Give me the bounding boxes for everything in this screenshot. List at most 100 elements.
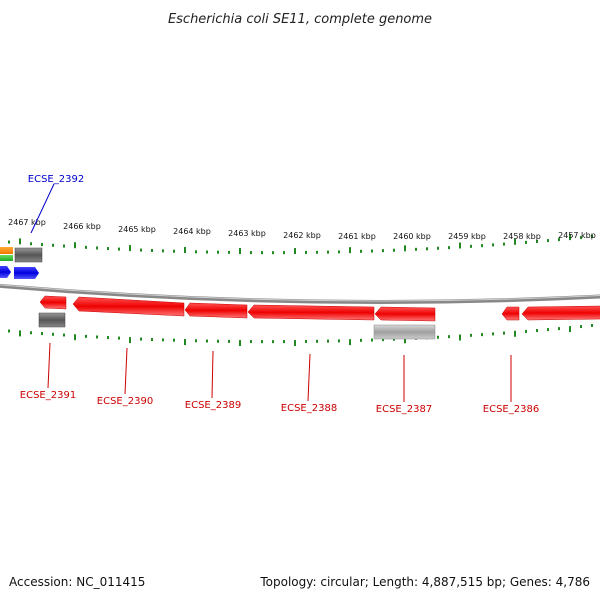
gene-label-ecse-2386[interactable]: ECSE_2386 xyxy=(483,404,539,415)
ruler-major-tick xyxy=(404,337,406,344)
feature-green[interactable] xyxy=(0,255,13,261)
ruler-minor-tick xyxy=(250,340,252,344)
ruler-minor-tick xyxy=(173,249,175,253)
ruler-major-tick xyxy=(459,242,461,249)
ruler-minor-tick xyxy=(360,249,362,253)
ruler-minor-tick xyxy=(272,251,274,255)
feature-gray-ecse-2391[interactable] xyxy=(38,312,66,328)
ruler-major-tick xyxy=(404,245,406,252)
ruler-minor-tick xyxy=(305,339,307,343)
ruler-minor-tick xyxy=(85,334,87,338)
feature-gray-ecse-2387[interactable] xyxy=(373,324,436,340)
leader-line-ecse-2388 xyxy=(307,353,311,402)
ruler-major-tick xyxy=(19,238,21,245)
ruler-minor-tick xyxy=(206,339,208,343)
ruler-labels: 2467 kbp 2466 kbp 2465 kbp 2464 kbp 2463… xyxy=(8,218,596,241)
ruler-label: 2467 kbp xyxy=(8,218,46,227)
ruler-minor-tick xyxy=(30,331,32,335)
leader-line-ecse-2392 xyxy=(30,183,55,234)
ruler-minor-tick xyxy=(217,339,219,343)
ruler-minor-tick xyxy=(371,249,373,253)
ruler-minor-tick xyxy=(448,335,450,339)
ruler-label: 2457 kbp xyxy=(558,231,596,240)
gene-label-ecse-2392[interactable]: ECSE_2392 xyxy=(28,174,84,185)
ruler-minor-tick xyxy=(525,240,527,244)
ruler-minor-tick xyxy=(41,332,43,336)
ruler-major-tick xyxy=(349,247,351,254)
ruler-minor-tick xyxy=(140,337,142,341)
gene-label-ecse-2391[interactable]: ECSE_2391 xyxy=(20,390,76,401)
ruler-minor-tick xyxy=(173,338,175,342)
ruler-minor-tick xyxy=(316,339,318,343)
gene-label-ecse-2390[interactable]: ECSE_2390 xyxy=(97,396,153,407)
ruler-major-tick xyxy=(74,334,76,341)
ruler-minor-tick xyxy=(30,242,32,246)
feature-orange[interactable] xyxy=(0,247,13,254)
ruler-label: 2458 kbp xyxy=(503,232,541,241)
ruler-minor-tick xyxy=(206,250,208,254)
ruler-minor-tick xyxy=(580,325,582,329)
gene-leader-lines xyxy=(30,183,512,402)
ruler-minor-tick xyxy=(382,249,384,253)
ruler-minor-tick xyxy=(162,249,164,253)
genome-summary-text: Topology: circular; Length: 4,887,515 bp… xyxy=(259,575,590,589)
ruler-minor-tick xyxy=(338,339,340,343)
ruler-minor-tick xyxy=(437,335,439,339)
ruler-major-tick xyxy=(129,245,131,252)
gene-arrow-ecse-2387[interactable] xyxy=(374,306,436,322)
gene-arrow-ecse-2388[interactable] xyxy=(247,304,375,321)
ruler-major-tick xyxy=(184,247,186,254)
ruler-minor-tick xyxy=(140,248,142,252)
gene-label-ecse-2389[interactable]: ECSE_2389 xyxy=(185,400,241,411)
leader-line-ecse-2391 xyxy=(47,342,51,389)
ruler-minor-tick xyxy=(503,331,505,335)
feature-gray-forward[interactable] xyxy=(14,247,43,263)
ruler-minor-tick xyxy=(316,250,318,254)
feature-blue-ecse-2392[interactable] xyxy=(14,267,39,279)
ruler-major-tick xyxy=(514,330,516,337)
gene-labels: ECSE_2392 ECSE_2391 ECSE_2390 ECSE_2389 … xyxy=(20,174,539,415)
ruler-label: 2462 kbp xyxy=(283,231,321,240)
gene-label-ecse-2388[interactable]: ECSE_2388 xyxy=(281,403,337,414)
ruler-minor-tick xyxy=(437,246,439,250)
ruler-minor-tick xyxy=(481,244,483,248)
ruler-major-tick xyxy=(239,340,241,347)
ruler-label: 2466 kbp xyxy=(63,222,101,231)
ruler-minor-tick xyxy=(591,323,593,327)
ruler-label: 2465 kbp xyxy=(118,225,156,234)
feature-blue-left[interactable] xyxy=(0,266,11,278)
gene-label-ecse-2387[interactable]: ECSE_2387 xyxy=(376,404,432,415)
ruler-major-tick xyxy=(459,334,461,341)
leader-line-ecse-2389 xyxy=(211,350,214,399)
ruler-label: 2461 kbp xyxy=(338,232,376,241)
ruler-minor-tick xyxy=(327,339,329,343)
ruler-minor-tick xyxy=(327,250,329,254)
ruler-minor-tick xyxy=(261,251,263,255)
gene-arrow-right-small[interactable] xyxy=(501,306,520,321)
ruler-label: 2463 kbp xyxy=(228,229,266,238)
gene-arrow-ecse-2386[interactable] xyxy=(521,305,600,321)
ruler-minor-tick xyxy=(107,336,109,340)
ruler-minor-tick xyxy=(195,339,197,343)
ruler-minor-tick xyxy=(591,234,593,238)
ruler-minor-tick xyxy=(481,333,483,337)
ruler-minor-tick xyxy=(547,328,549,332)
ruler-minor-tick xyxy=(371,338,373,342)
ruler-minor-tick xyxy=(283,340,285,344)
ruler-minor-tick xyxy=(338,250,340,254)
ruler-minor-tick xyxy=(52,332,54,336)
ruler-major-tick xyxy=(569,326,571,333)
ruler-major-tick xyxy=(19,330,21,337)
forward-strand-features xyxy=(0,247,43,279)
ruler-minor-tick xyxy=(151,337,153,341)
ruler-minor-tick xyxy=(85,245,87,249)
ruler-minor-tick xyxy=(536,329,538,333)
ruler-minor-tick xyxy=(492,243,494,247)
ruler-minor-tick xyxy=(228,339,230,343)
gene-arrow-ecse-2391[interactable] xyxy=(39,295,67,310)
leader-line-ecse-2390 xyxy=(124,347,128,395)
gene-arrow-ecse-2390[interactable] xyxy=(72,296,185,317)
gene-arrow-ecse-2389[interactable] xyxy=(184,302,248,319)
ruler-major-tick xyxy=(184,339,186,346)
